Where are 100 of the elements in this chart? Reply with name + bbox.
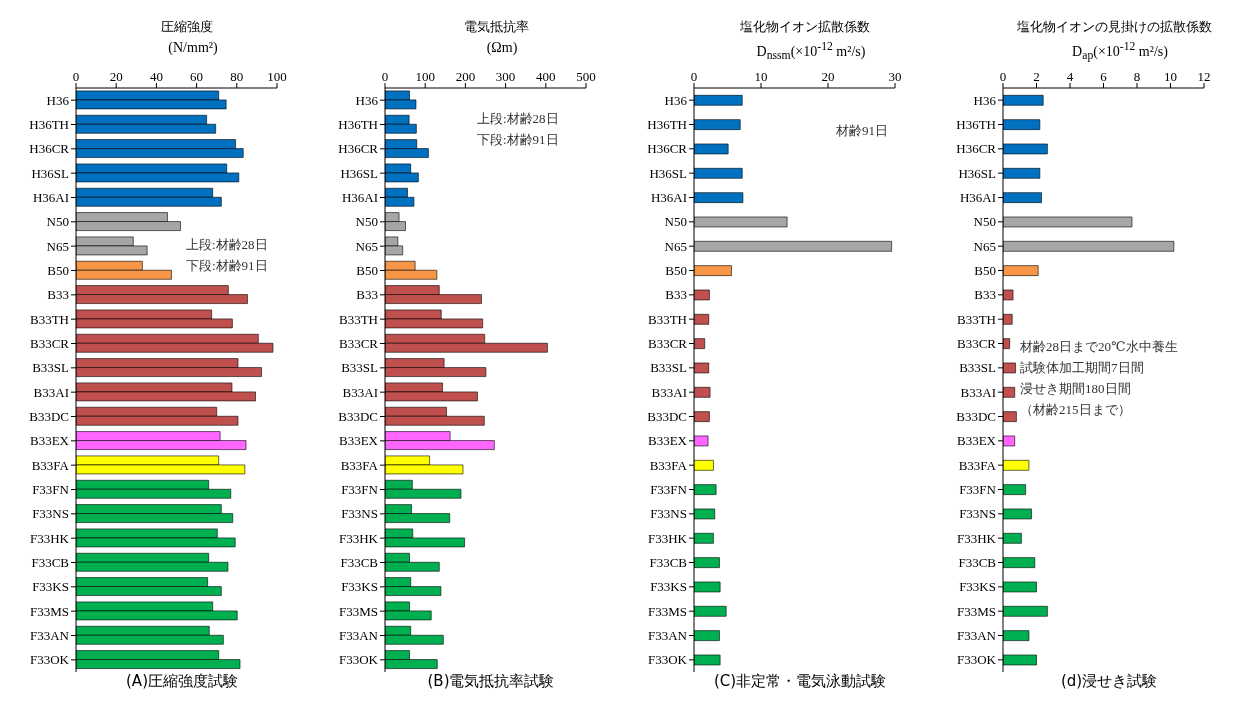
- y-tick-label: B50: [356, 263, 378, 279]
- x-tick-label: 60: [190, 69, 204, 84]
- annotation: (A)圧縮強度試験: [125, 672, 239, 691]
- y-tick-label: F33FN: [650, 482, 688, 498]
- x-tick-label: 20: [109, 69, 123, 84]
- y-tick-label: F33AN: [29, 628, 70, 644]
- annotation: （材齢215日まで）: [1020, 401, 1132, 419]
- y-tick-label: F33KS: [32, 579, 69, 595]
- annotation: 材齢28日まで20℃水中養生: [1020, 338, 1178, 356]
- y-tick-label: B33DC: [956, 409, 996, 425]
- annotation: (d)浸せき試験: [1059, 672, 1159, 691]
- y-tick-label: B33FA: [340, 457, 379, 473]
- y-tick-label: B33CR: [338, 336, 379, 352]
- y-tick-label: F33HK: [29, 530, 70, 546]
- y-tick-label: B33TH: [648, 311, 687, 327]
- chart-title: 圧縮強度: [160, 18, 214, 36]
- y-tick-label: F33FN: [959, 482, 997, 498]
- y-tick-label: B33CR: [956, 336, 997, 352]
- y-tick-label: B33AI: [342, 384, 378, 400]
- x-tick-label: 2: [1033, 69, 1040, 84]
- y-tick-label: B33TH: [30, 311, 69, 327]
- y-tick-label: F33HK: [338, 530, 379, 546]
- y-tick-label: F33OK: [338, 652, 379, 668]
- x-axis-title: D$_{ap}$(×10$^{-12}$ m²/s): [1071, 40, 1169, 63]
- annotation: 材齢91日: [836, 122, 888, 140]
- y-tick-label: B33SL: [650, 360, 688, 376]
- y-tick-label: B33EX: [339, 433, 379, 449]
- y-tick-label: H36: [46, 92, 70, 108]
- y-tick-label: F33FN: [341, 482, 379, 498]
- y-tick-label: F33HK: [647, 530, 688, 546]
- y-tick-label: N50: [355, 214, 378, 230]
- annotation: 下段:材齢91日: [186, 257, 268, 275]
- y-tick-label: H36: [973, 92, 997, 108]
- y-tick-label: F33KS: [650, 579, 687, 595]
- y-tick-label: N65: [46, 238, 69, 254]
- annotation: (C)非定常・電気泳動試験: [712, 672, 888, 691]
- y-tick-label: F33OK: [29, 652, 70, 668]
- annotation: (B)電気抵抗率試験: [426, 672, 556, 691]
- x-tick-label: 0: [999, 69, 1007, 84]
- y-tick-label: B33AI: [960, 384, 996, 400]
- y-tick-label: H36CR: [647, 141, 688, 157]
- annotation: 下段:材齢91日: [477, 131, 559, 149]
- chart-title: 電気抵抗率: [462, 18, 530, 36]
- x-tick-label: 30: [888, 69, 902, 84]
- x-tick-label: 40: [149, 69, 163, 84]
- y-tick-label: F33NS: [959, 506, 996, 522]
- y-tick-label: H36: [664, 92, 688, 108]
- y-tick-label: B33: [356, 287, 378, 303]
- y-tick-label: H36AI: [650, 190, 687, 206]
- y-tick-label: B33FA: [649, 457, 688, 473]
- y-tick-label: B33DC: [29, 409, 69, 425]
- y-tick-label: F33AN: [647, 628, 688, 644]
- chart-title: 塩化物イオン拡散係数: [739, 18, 871, 36]
- y-tick-label: H36SL: [31, 165, 70, 181]
- y-tick-label: N50: [664, 214, 687, 230]
- y-tick-label: F33KS: [341, 579, 378, 595]
- y-tick-label: B33: [665, 287, 687, 303]
- y-tick-label: H36CR: [338, 141, 379, 157]
- x-tick-label: 0: [381, 69, 389, 84]
- y-tick-label: B33EX: [957, 433, 997, 449]
- x-tick-label: 100: [267, 69, 287, 84]
- y-tick-label: B33TH: [339, 311, 378, 327]
- x-tick-label: 10: [1164, 69, 1177, 84]
- y-tick-label: F33NS: [32, 506, 69, 522]
- y-tick-label: B33FA: [31, 457, 70, 473]
- y-tick-label: B33SL: [959, 360, 997, 376]
- y-tick-label: F33OK: [647, 652, 688, 668]
- y-tick-label: H36AI: [32, 190, 69, 206]
- x-axis-title: (N/mm²): [167, 40, 219, 56]
- y-tick-label: F33FN: [32, 482, 70, 498]
- y-tick-label: F33MS: [956, 603, 996, 619]
- y-tick-label: N50: [973, 214, 996, 230]
- y-tick-label: F33HK: [956, 530, 997, 546]
- y-tick-label: F33AN: [338, 628, 379, 644]
- x-tick-label: 500: [576, 69, 596, 84]
- x-tick-label: 4: [1066, 69, 1074, 84]
- y-tick-label: N65: [355, 238, 378, 254]
- x-tick-label: 10: [754, 69, 768, 84]
- y-tick-label: F33AN: [956, 628, 997, 644]
- x-axis-title: D$_{nssm}$(×10$^{-12}$ m²/s): [755, 40, 867, 63]
- y-tick-label: H36CR: [956, 141, 997, 157]
- y-tick-label: F33CB: [649, 555, 688, 571]
- y-tick-label: B33SL: [341, 360, 379, 376]
- y-tick-label: B33DC: [647, 409, 687, 425]
- y-tick-label: H36SL: [649, 165, 688, 181]
- y-tick-label: B33FA: [958, 457, 997, 473]
- y-tick-label: N50: [46, 214, 69, 230]
- x-tick-label: 400: [536, 69, 556, 84]
- x-tick-label: 20: [821, 69, 835, 84]
- y-tick-label: H36AI: [959, 190, 996, 206]
- y-tick-label: H36SL: [340, 165, 379, 181]
- x-axis-title: (Ωm): [485, 40, 519, 56]
- y-tick-label: F33CB: [31, 555, 70, 571]
- y-tick-label: F33OK: [956, 652, 997, 668]
- y-tick-label: F33MS: [338, 603, 378, 619]
- y-tick-label: N65: [973, 238, 996, 254]
- x-tick-label: 0: [72, 69, 80, 84]
- y-tick-label: B33AI: [33, 384, 69, 400]
- y-tick-label: N65: [664, 238, 687, 254]
- y-tick-label: F33CB: [958, 555, 997, 571]
